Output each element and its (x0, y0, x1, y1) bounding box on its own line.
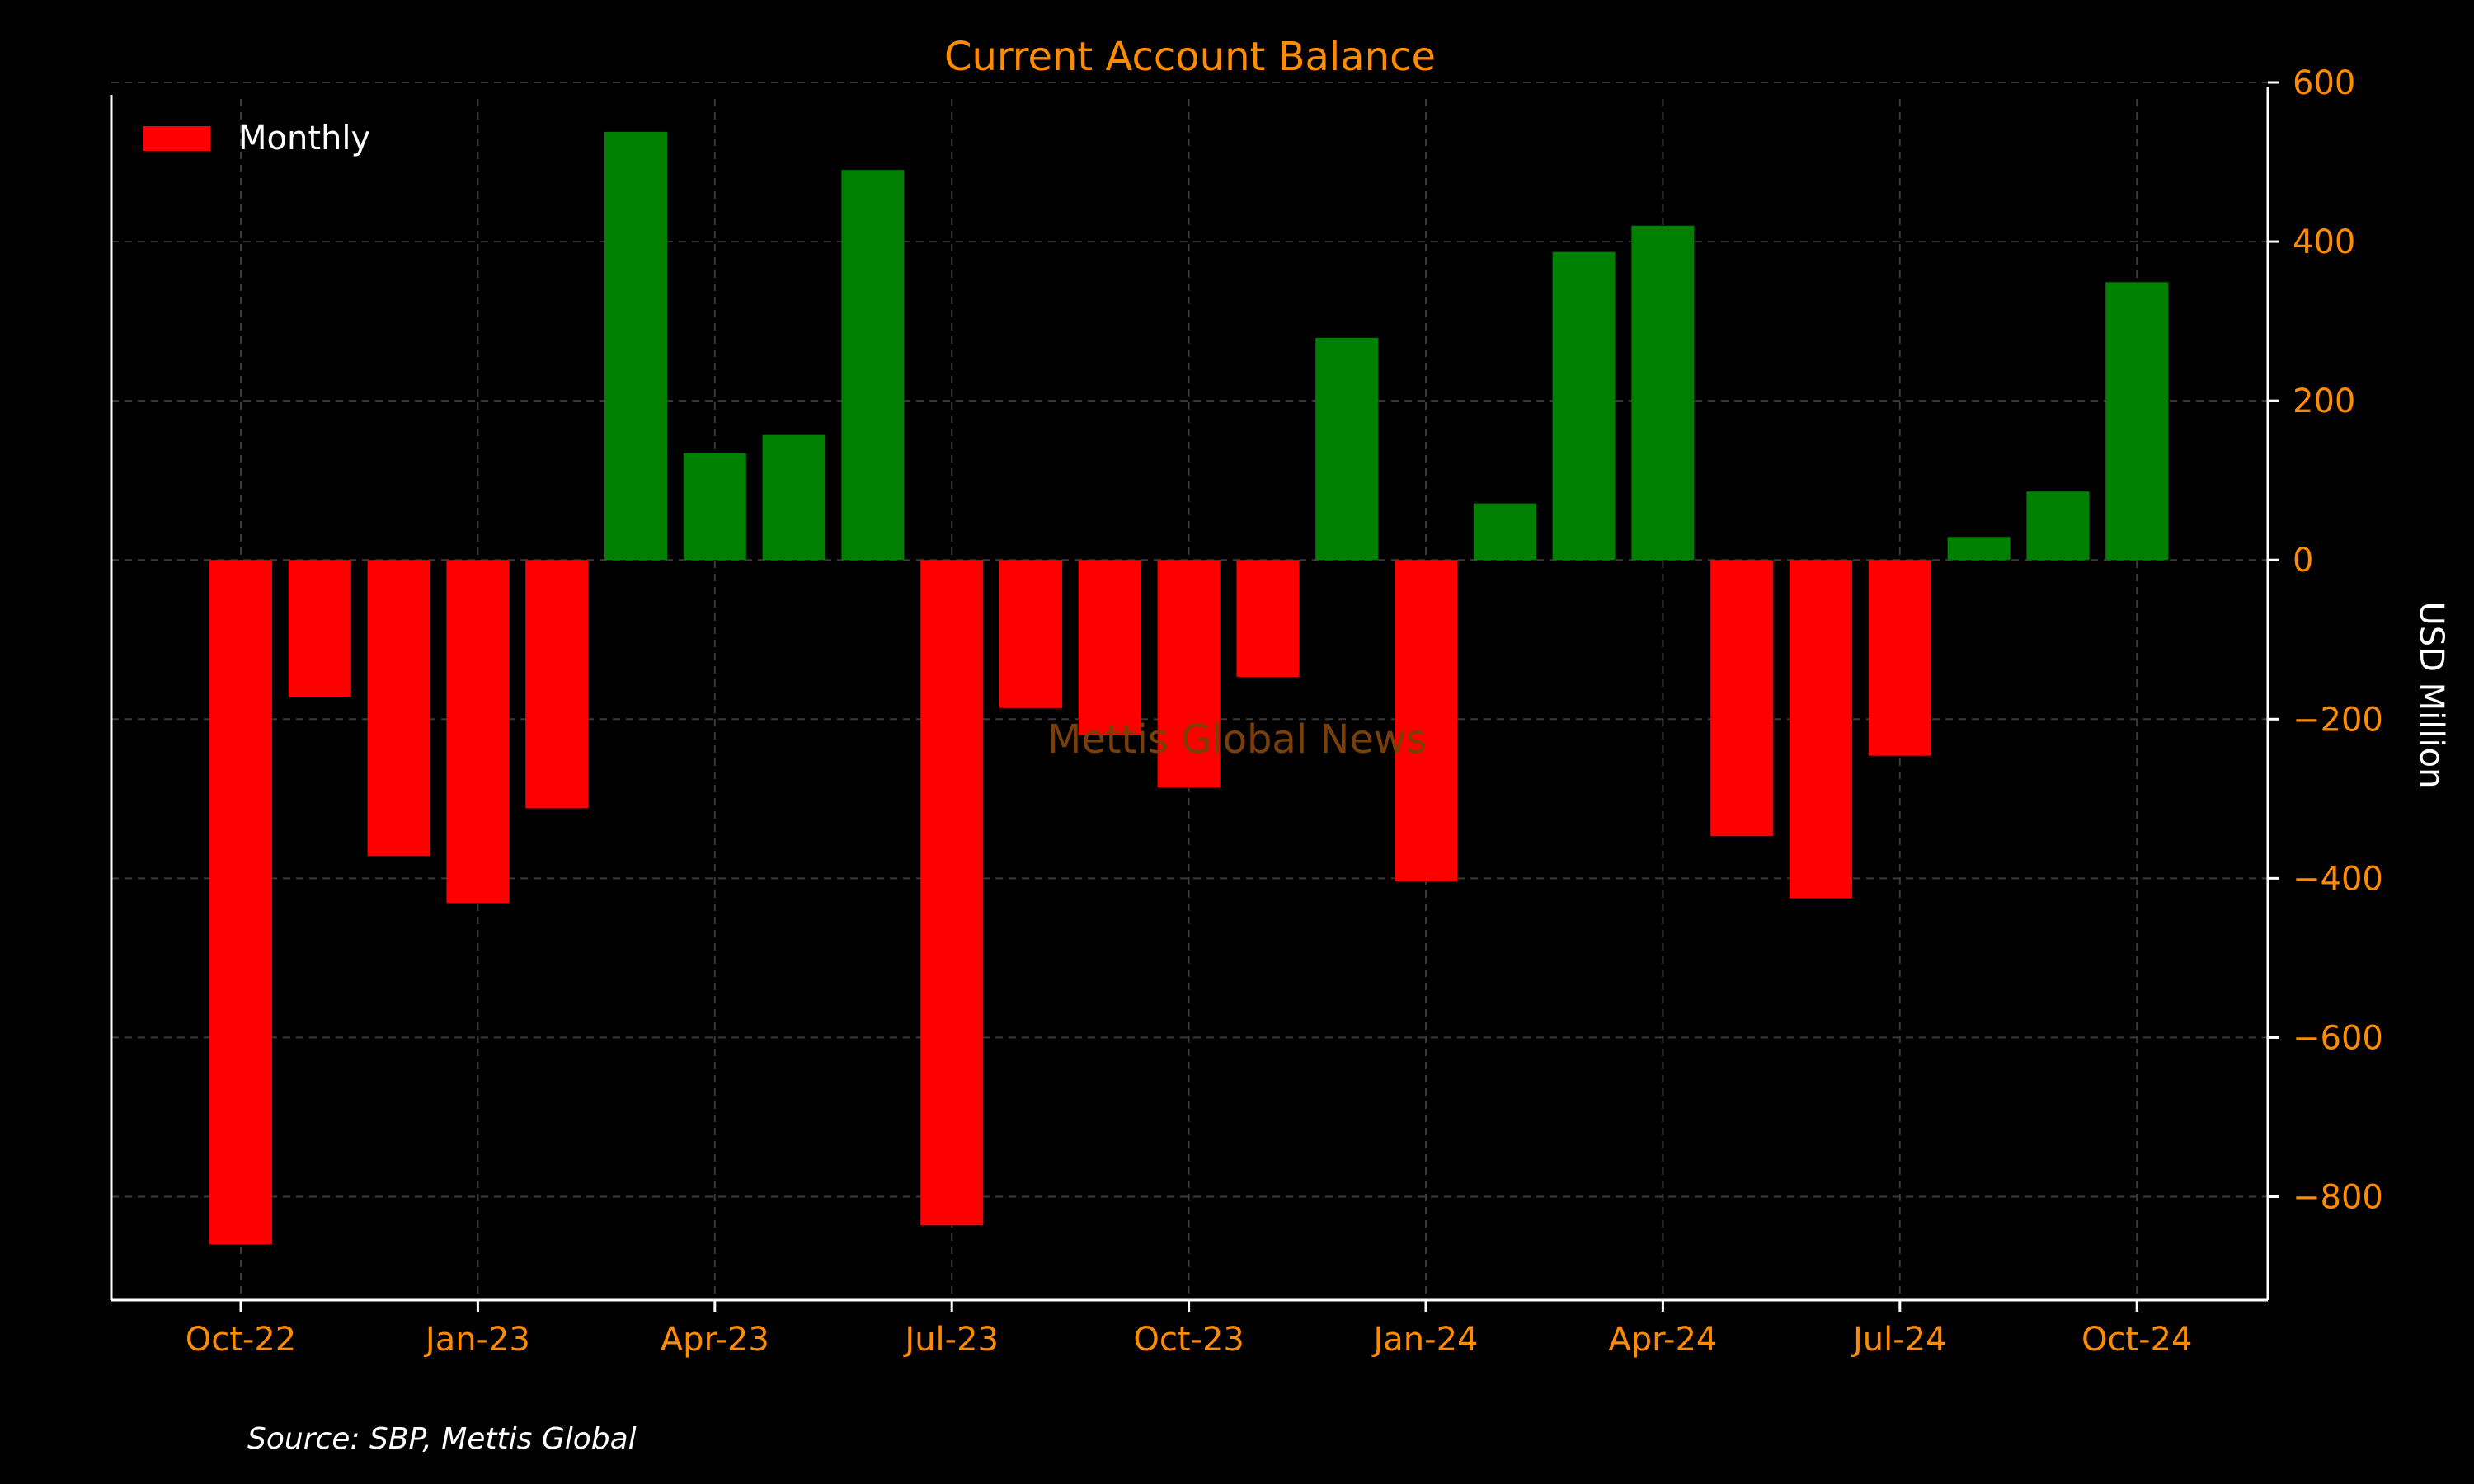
x-tick-label: Oct-23 (1133, 1321, 1244, 1359)
bar-aug-24 (1947, 537, 2011, 561)
x-tick-label: Jul-24 (1851, 1321, 1947, 1359)
y-tick-label: −600 (2293, 1019, 2383, 1057)
legend: Monthly (143, 120, 370, 157)
y-axis-label: USD Million (2412, 602, 2450, 789)
bar-dec-22 (367, 560, 430, 857)
bar-jan-24 (1395, 560, 1457, 882)
bar-jun-23 (841, 170, 905, 561)
y-tick-label: 0 (2293, 542, 2313, 580)
x-tick-label: Oct-24 (2081, 1321, 2193, 1359)
chart-title: Current Account Balance (944, 34, 1436, 80)
y-tick-label: −200 (2293, 701, 2383, 739)
x-tick-label: Apr-23 (661, 1321, 769, 1359)
y-tick-label: 400 (2293, 223, 2355, 261)
bar-may-23 (762, 434, 825, 561)
x-tick-label: Oct-22 (186, 1321, 297, 1359)
bar-may-24 (1710, 560, 1774, 837)
bar-jan-23 (446, 560, 510, 904)
y-tick-label: −800 (2293, 1179, 2383, 1217)
bar-layer (209, 131, 2169, 1245)
watermark-text: Mettis Global News (1047, 716, 1427, 763)
bar-oct-24 (2105, 282, 2169, 561)
bar-sep-24 (2026, 491, 2090, 561)
source-note: Source: SBP, Mettis Global (247, 1422, 637, 1456)
bar-mar-23 (604, 131, 667, 561)
legend-label-monthly: Monthly (238, 120, 370, 157)
bar-oct-23 (1157, 560, 1221, 788)
x-tick-label: Jul-23 (902, 1321, 999, 1359)
bar-mar-24 (1552, 251, 1616, 561)
axis-layer: 600 400 200 0 −200 −400 −600 −800 Oct-22 Jan-23 Ap… (110, 64, 2383, 1359)
y-tick-label: 600 (2293, 64, 2355, 102)
bar-feb-24 (1473, 503, 1536, 561)
bar-aug-23 (999, 560, 1062, 708)
bar-oct-22 (209, 560, 272, 1245)
bar-feb-23 (525, 560, 589, 809)
bar-nov-22 (288, 560, 351, 697)
y-tick-label: 200 (2293, 383, 2355, 420)
bar-apr-23 (683, 453, 746, 561)
x-tick-label: Jan-23 (423, 1321, 530, 1359)
y-tick-label: −400 (2293, 860, 2383, 898)
bar-nov-23 (1236, 560, 1300, 678)
bar-jun-24 (1790, 560, 1852, 899)
bar-dec-23 (1315, 337, 1379, 561)
bar-jul-23 (920, 560, 984, 1226)
x-tick-label: Jan-24 (1371, 1321, 1479, 1359)
bar-sep-23 (1078, 560, 1141, 735)
legend-swatch (143, 126, 210, 151)
bar-apr-24 (1631, 225, 1695, 561)
x-tick-label: Apr-24 (1608, 1321, 1717, 1359)
bar-jul-24 (1868, 560, 1931, 756)
